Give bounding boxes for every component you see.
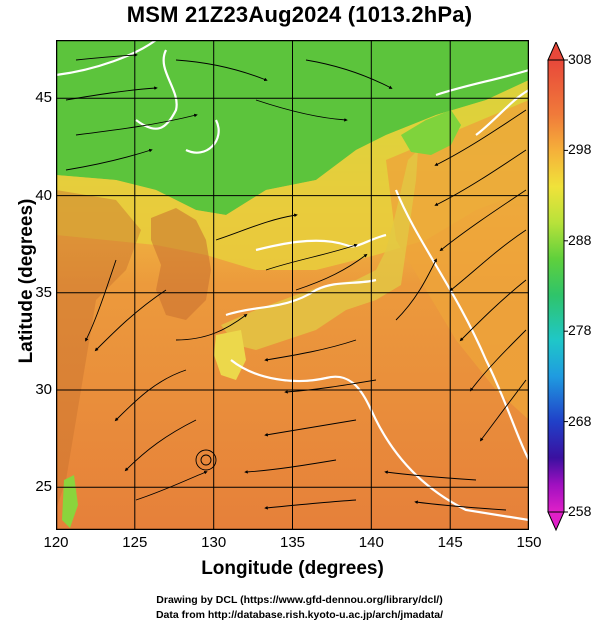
y-tick-label: 45 <box>35 89 52 107</box>
korea-land <box>151 208 211 320</box>
x-tick-label: 150 <box>516 534 542 551</box>
kyushu-land <box>214 330 246 380</box>
colorbar-bottom-arrow <box>547 511 565 532</box>
x-tick-label: 135 <box>279 534 306 551</box>
x-tick-label: 125 <box>122 534 148 551</box>
colorbar-label: 268 <box>568 412 592 429</box>
colorbar-label: 298 <box>568 141 592 158</box>
map-plot <box>56 40 529 530</box>
map-title: MSM 21Z23Aug2024 (1013.2hPa) <box>126 2 473 27</box>
hokkaido-land <box>401 110 461 155</box>
colorbar <box>547 42 568 532</box>
y-tick-label: 25 <box>35 478 52 496</box>
y-axis-title: Latitude (degrees) <box>16 198 37 364</box>
colorbar-label: 308 <box>568 51 592 67</box>
taiwan-land <box>62 475 78 528</box>
y-tick-label: 35 <box>35 283 52 301</box>
credit-data: Data from http://database.rish.kyoto-u.a… <box>155 609 444 621</box>
colorbar-scale <box>547 59 565 513</box>
japan-land <box>221 150 418 350</box>
x-tick-label: 140 <box>358 534 384 551</box>
colorbar-label: 258 <box>568 503 592 519</box>
colorbar-top-arrow <box>547 42 565 61</box>
x-tick-label: 145 <box>437 534 463 551</box>
colorbar-label: 278 <box>568 322 592 339</box>
y-tick-label: 30 <box>35 381 52 398</box>
x-axis-title: Longitude (degrees) <box>201 558 384 579</box>
contour-lines <box>56 40 529 522</box>
streamlines <box>65 53 527 511</box>
plot-frame <box>56 40 529 530</box>
credit-drawing: Drawing by DCL (https://www.gfd-dennou.o… <box>156 594 443 606</box>
china-land <box>56 190 141 510</box>
x-tick-label: 130 <box>201 534 227 551</box>
x-tick-label: 120 <box>43 534 69 551</box>
colorbar-label: 288 <box>568 231 592 248</box>
y-tick-label: 40 <box>35 186 52 204</box>
grid-lines <box>56 40 529 530</box>
ocean-warm-band <box>386 100 529 420</box>
